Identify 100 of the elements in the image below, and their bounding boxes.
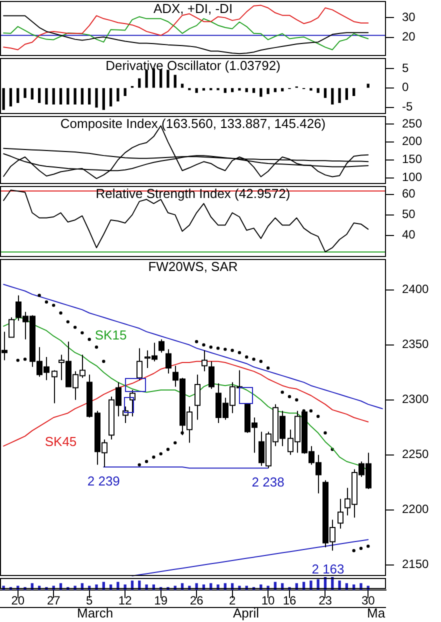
x-tick-label: 5 [86,594,94,608]
bar [245,88,248,92]
candlestick [194,374,200,420]
candlestick [136,348,142,381]
bar [16,88,20,103]
y-tick-label: 2400 [402,282,430,296]
point [138,463,141,466]
bar [166,70,170,88]
y-tick-label: 30 [402,10,416,24]
bar [30,88,34,100]
point [280,390,284,394]
point [144,460,148,464]
data-label: 2 239 [87,474,120,489]
bar [352,88,356,96]
y-tick-label: 20 [402,30,416,44]
y-tick-label: 2150 [402,557,430,572]
bar [74,88,76,105]
point [194,340,198,344]
bar [366,84,370,88]
bar [124,88,126,96]
y-tick-label: 5 [402,60,409,75]
bar [59,88,62,105]
y-tick-label: 2250 [402,447,430,462]
bar [9,88,12,106]
point [94,346,98,349]
bar [88,88,91,105]
bar [145,70,148,88]
bar [116,88,120,102]
bar [324,88,327,98]
candlestick [52,370,58,404]
x-tick-label: 16 [282,594,296,608]
bar [24,88,26,98]
point [245,355,248,359]
point [288,395,292,398]
annotation: 2 163 [312,562,344,577]
x-tick-label: 26 [190,594,204,608]
point [102,360,106,363]
y-tick-label: 50 [402,207,416,222]
point [66,320,70,324]
text: April [233,606,260,621]
series-label: SK15 [94,327,127,342]
x-tick-label: 19 [154,594,168,608]
x-tick-label: 30 [361,594,376,608]
point [238,351,242,354]
candlestick [166,348,172,374]
bar [224,88,226,93]
candlestick [8,316,14,338]
y-tick-label: 2300 [402,392,430,406]
bar [195,88,198,93]
chart-title: Derivative Oscillator (1.03792) [106,58,280,74]
point [209,346,212,349]
x-tick-label: 20 [11,594,25,608]
y-tick-label: 40 [402,228,416,242]
data-label: 2 238 [252,474,284,490]
y-tick-label: 60 [402,186,416,201]
point [259,360,263,363]
bar [138,78,141,88]
bar [345,88,348,100]
x-tick-label: 12 [118,594,132,608]
bar [331,88,334,105]
text: Ma [367,606,386,621]
y-tick-label: 100 [402,170,422,184]
bar [102,88,105,110]
y-tick-label: 2350 [402,337,430,352]
candlestick [338,498,344,530]
bar [66,88,70,105]
bar [52,88,55,105]
point [23,358,27,361]
y-tick-label: -5 [402,100,413,114]
point [359,546,363,550]
point [202,343,206,346]
candlestick [202,350,208,372]
point [174,441,177,444]
point [352,549,356,552]
point [366,544,370,548]
series-label: SK45 [44,434,77,449]
chart-title: ADX, +DI, -DI [153,1,233,16]
point [316,414,320,418]
text: March [77,606,114,621]
bar [338,88,341,103]
y-tick-label: 250 [402,116,422,130]
bar [45,88,48,105]
point [230,348,234,352]
point [224,348,227,351]
point [38,294,41,297]
bar [266,88,270,94]
x-tick-label: 27 [46,594,61,608]
bar [174,74,176,88]
x-tick-label: 23 [318,594,332,608]
point [73,326,77,329]
point [216,346,220,350]
bar [80,88,84,105]
point [324,431,327,434]
point [88,338,91,341]
point [295,398,298,402]
point [80,331,84,334]
point [166,448,170,451]
bar [38,88,41,103]
bar [238,88,241,91]
bar [202,88,206,91]
